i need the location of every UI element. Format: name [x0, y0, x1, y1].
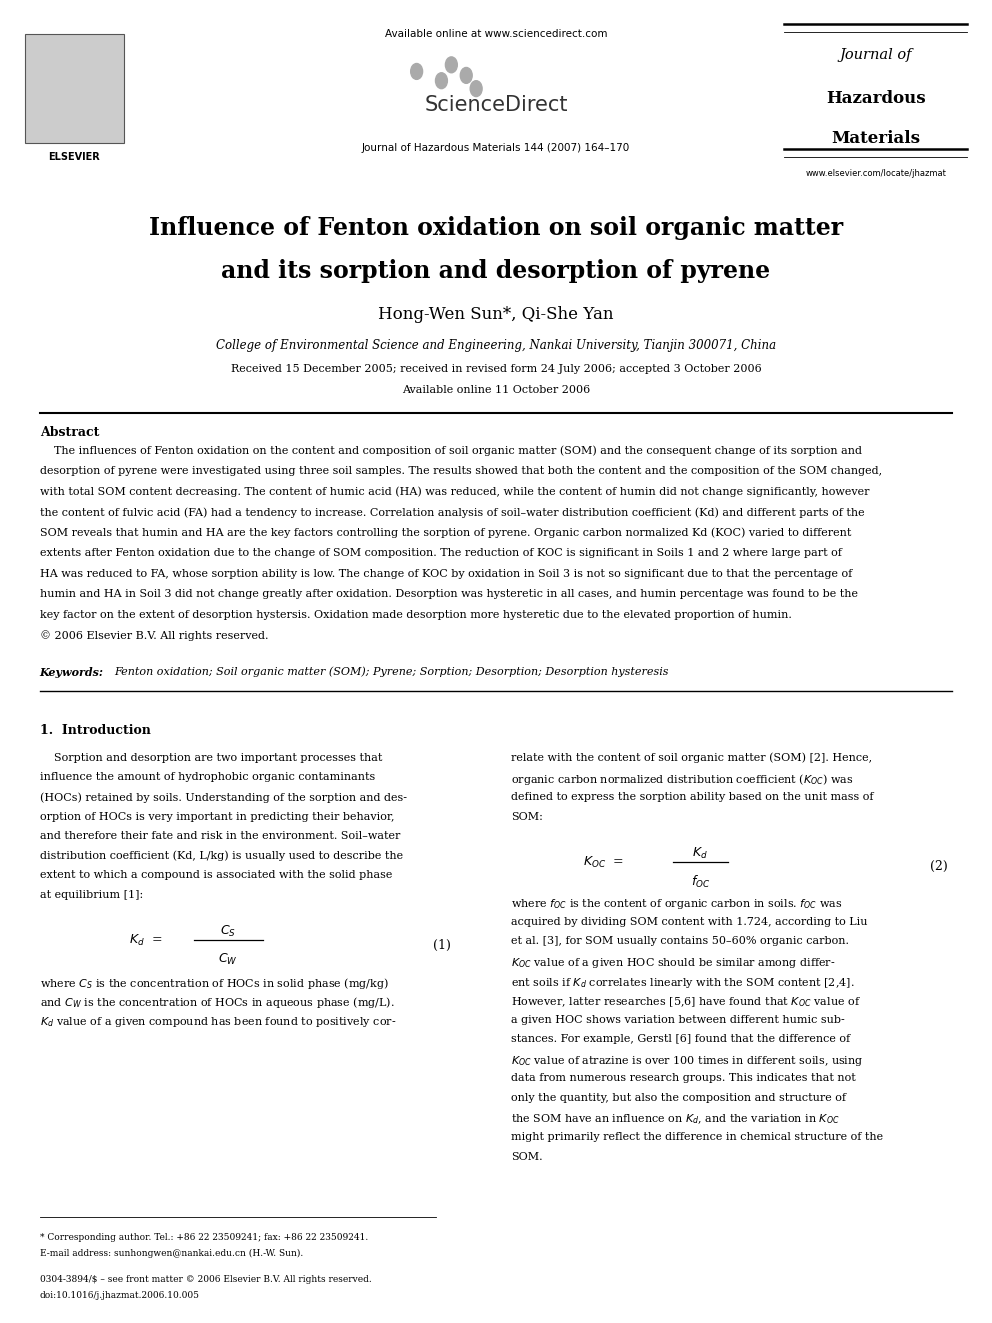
Text: ent soils if $K_d$ correlates linearly with the SOM content [2,4].: ent soils if $K_d$ correlates linearly w… [511, 975, 854, 990]
Text: with total SOM content decreasing. The content of humic acid (HA) was reduced, w: with total SOM content decreasing. The c… [40, 487, 869, 497]
Text: The influences of Fenton oxidation on the content and composition of soil organi: The influences of Fenton oxidation on th… [40, 446, 862, 456]
Circle shape [411, 64, 423, 79]
Text: at equilibrium [1]:: at equilibrium [1]: [40, 890, 143, 900]
Text: the content of fulvic acid (FA) had a tendency to increase. Correlation analysis: the content of fulvic acid (FA) had a te… [40, 507, 864, 517]
Text: Fenton oxidation; Soil organic matter (SOM); Pyrene; Sorption; Desorption; Desor: Fenton oxidation; Soil organic matter (S… [114, 667, 669, 677]
Text: Sorption and desorption are two important processes that: Sorption and desorption are two importan… [40, 753, 382, 763]
Circle shape [445, 57, 457, 73]
Text: * Corresponding author. Tel.: +86 22 23509241; fax: +86 22 23509241.: * Corresponding author. Tel.: +86 22 235… [40, 1233, 368, 1242]
Text: $K_{OC}$ value of atrazine is over 100 times in different soils, using: $K_{OC}$ value of atrazine is over 100 t… [511, 1054, 863, 1068]
Text: Available online at www.sciencedirect.com: Available online at www.sciencedirect.co… [385, 29, 607, 40]
Text: doi:10.1016/j.jhazmat.2006.10.005: doi:10.1016/j.jhazmat.2006.10.005 [40, 1291, 199, 1301]
Text: Keywords:: Keywords: [40, 667, 104, 677]
Text: www.elsevier.com/locate/jhazmat: www.elsevier.com/locate/jhazmat [806, 169, 946, 179]
Text: SOM.: SOM. [511, 1152, 543, 1162]
Text: $K_d$: $K_d$ [692, 845, 708, 861]
Text: Available online 11 October 2006: Available online 11 October 2006 [402, 385, 590, 396]
Text: desorption of pyrene were investigated using three soil samples. The results sho: desorption of pyrene were investigated u… [40, 467, 882, 476]
Circle shape [435, 73, 447, 89]
Text: stances. For example, Gerstl [6] found that the difference of: stances. For example, Gerstl [6] found t… [511, 1035, 850, 1044]
Text: ELSEVIER: ELSEVIER [49, 152, 100, 163]
Text: only the quantity, but also the composition and structure of: only the quantity, but also the composit… [511, 1093, 846, 1103]
Text: the SOM have an influence on $K_d$, and the variation in $K_{OC}$: the SOM have an influence on $K_d$, and … [511, 1113, 839, 1126]
Text: humin and HA in Soil 3 did not change greatly after oxidation. Desorption was hy: humin and HA in Soil 3 did not change gr… [40, 590, 858, 599]
Text: extent to which a compound is associated with the solid phase: extent to which a compound is associated… [40, 871, 392, 880]
Text: Journal of Hazardous Materials 144 (2007) 164–170: Journal of Hazardous Materials 144 (2007… [362, 143, 630, 153]
Text: ScienceDirect: ScienceDirect [425, 95, 567, 115]
Text: a given HOC shows variation between different humic sub-: a given HOC shows variation between diff… [511, 1015, 844, 1025]
Text: extents after Fenton oxidation due to the change of SOM composition. The reducti: extents after Fenton oxidation due to th… [40, 549, 841, 558]
Text: However, latter researches [5,6] have found that $K_{OC}$ value of: However, latter researches [5,6] have fo… [511, 995, 861, 1008]
Text: E-mail address: sunhongwen@nankai.edu.cn (H.-W. Sun).: E-mail address: sunhongwen@nankai.edu.cn… [40, 1249, 303, 1258]
Text: $K_d$ value of a given compound has been found to positively cor-: $K_d$ value of a given compound has been… [40, 1015, 396, 1029]
Text: Influence of Fenton oxidation on soil organic matter: Influence of Fenton oxidation on soil or… [149, 216, 843, 239]
Text: (2): (2) [930, 860, 947, 873]
Text: influence the amount of hydrophobic organic contaminants: influence the amount of hydrophobic orga… [40, 773, 375, 782]
Text: and its sorption and desorption of pyrene: and its sorption and desorption of pyren… [221, 259, 771, 283]
Text: where $C_S$ is the concentration of HOCs in solid phase (mg/kg): where $C_S$ is the concentration of HOCs… [40, 975, 389, 991]
Text: and therefore their fate and risk in the environment. Soil–water: and therefore their fate and risk in the… [40, 831, 400, 841]
Text: relate with the content of soil organic matter (SOM) [2]. Hence,: relate with the content of soil organic … [511, 753, 872, 763]
Text: organic carbon normalized distribution coefficient ($K_{OC}$) was: organic carbon normalized distribution c… [511, 773, 853, 787]
Text: HA was reduced to FA, whose sorption ability is low. The change of KOC by oxidat: HA was reduced to FA, whose sorption abi… [40, 569, 852, 579]
Text: distribution coefficient (Kd, L/kg) is usually used to describe the: distribution coefficient (Kd, L/kg) is u… [40, 851, 403, 861]
Text: 1.  Introduction: 1. Introduction [40, 724, 151, 737]
Text: Materials: Materials [831, 130, 921, 147]
Text: $f_{OC}$: $f_{OC}$ [690, 873, 710, 889]
Text: © 2006 Elsevier B.V. All rights reserved.: © 2006 Elsevier B.V. All rights reserved… [40, 631, 268, 642]
Text: Hong-Wen Sun*, Qi-She Yan: Hong-Wen Sun*, Qi-She Yan [378, 306, 614, 323]
Text: might primarily reflect the difference in chemical structure of the: might primarily reflect the difference i… [511, 1132, 883, 1142]
Text: $C_W$: $C_W$ [218, 951, 238, 967]
Circle shape [470, 81, 482, 97]
Text: orption of HOCs is very important in predicting their behavior,: orption of HOCs is very important in pre… [40, 811, 394, 822]
Text: (1): (1) [434, 938, 451, 951]
Text: where $f_{OC}$ is the content of organic carbon in soils. $f_{OC}$ was: where $f_{OC}$ is the content of organic… [511, 897, 842, 912]
Text: (HOCs) retained by soils. Understanding of the sorption and des-: (HOCs) retained by soils. Understanding … [40, 792, 407, 803]
Text: et al. [3], for SOM usually contains 50–60% organic carbon.: et al. [3], for SOM usually contains 50–… [511, 937, 849, 946]
Text: data from numerous research groups. This indicates that not: data from numerous research groups. This… [511, 1073, 856, 1084]
Bar [25, 34, 124, 143]
Text: Hazardous: Hazardous [826, 90, 926, 107]
Text: acquired by dividing SOM content with 1.724, according to Liu: acquired by dividing SOM content with 1.… [511, 917, 867, 927]
Text: Received 15 December 2005; received in revised form 24 July 2006; accepted 3 Oct: Received 15 December 2005; received in r… [230, 364, 762, 374]
Text: Abstract: Abstract [40, 426, 99, 439]
Circle shape [460, 67, 472, 83]
Text: key factor on the extent of desorption hystersis. Oxidation made desorption more: key factor on the extent of desorption h… [40, 610, 792, 620]
Text: $K_{OC}$  =: $K_{OC}$ = [583, 855, 624, 871]
Text: SOM:: SOM: [511, 811, 543, 822]
Text: $K_d$  =: $K_d$ = [129, 933, 163, 949]
Text: College of Environmental Science and Engineering, Nankai University, Tianjin 300: College of Environmental Science and Eng… [216, 339, 776, 352]
Text: $K_{OC}$ value of a given HOC should be similar among differ-: $K_{OC}$ value of a given HOC should be … [511, 957, 835, 970]
Text: SOM reveals that humin and HA are the key factors controlling the sorption of py: SOM reveals that humin and HA are the ke… [40, 528, 851, 538]
Text: $C_S$: $C_S$ [220, 923, 236, 939]
Text: defined to express the sorption ability based on the unit mass of: defined to express the sorption ability … [511, 792, 873, 802]
Text: 0304-3894/$ – see front matter © 2006 Elsevier B.V. All rights reserved.: 0304-3894/$ – see front matter © 2006 El… [40, 1275, 371, 1285]
Text: and $C_W$ is the concentration of HOCs in aqueous phase (mg/L).: and $C_W$ is the concentration of HOCs i… [40, 995, 395, 1011]
Text: Journal of: Journal of [839, 48, 913, 62]
